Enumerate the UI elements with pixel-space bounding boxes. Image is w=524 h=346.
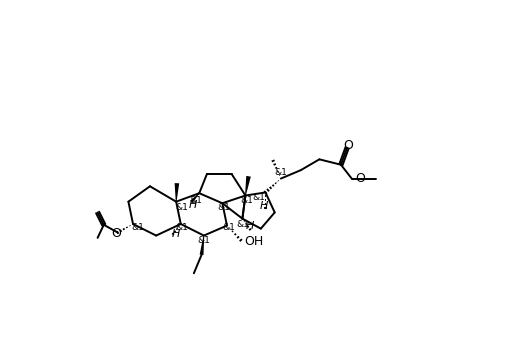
- Text: O: O: [111, 227, 121, 240]
- Polygon shape: [190, 193, 200, 203]
- Text: &1: &1: [253, 193, 266, 202]
- Text: O: O: [355, 172, 365, 185]
- Text: &1: &1: [190, 197, 203, 206]
- Text: H: H: [246, 221, 254, 231]
- Polygon shape: [200, 236, 204, 255]
- Text: H: H: [260, 201, 268, 210]
- Text: OH: OH: [244, 235, 263, 248]
- Text: H: H: [189, 200, 197, 210]
- Text: &1: &1: [131, 224, 144, 233]
- Text: &1: &1: [176, 224, 189, 233]
- Text: &1: &1: [198, 236, 210, 245]
- Text: &1: &1: [241, 197, 254, 206]
- Text: &1: &1: [222, 224, 235, 233]
- Text: &1: &1: [275, 168, 287, 177]
- Text: H: H: [172, 229, 180, 239]
- Polygon shape: [245, 176, 251, 195]
- Text: &1: &1: [217, 202, 231, 211]
- Polygon shape: [174, 183, 179, 202]
- Text: &1: &1: [176, 202, 189, 211]
- Text: &1: &1: [236, 220, 249, 229]
- Text: O: O: [344, 139, 354, 152]
